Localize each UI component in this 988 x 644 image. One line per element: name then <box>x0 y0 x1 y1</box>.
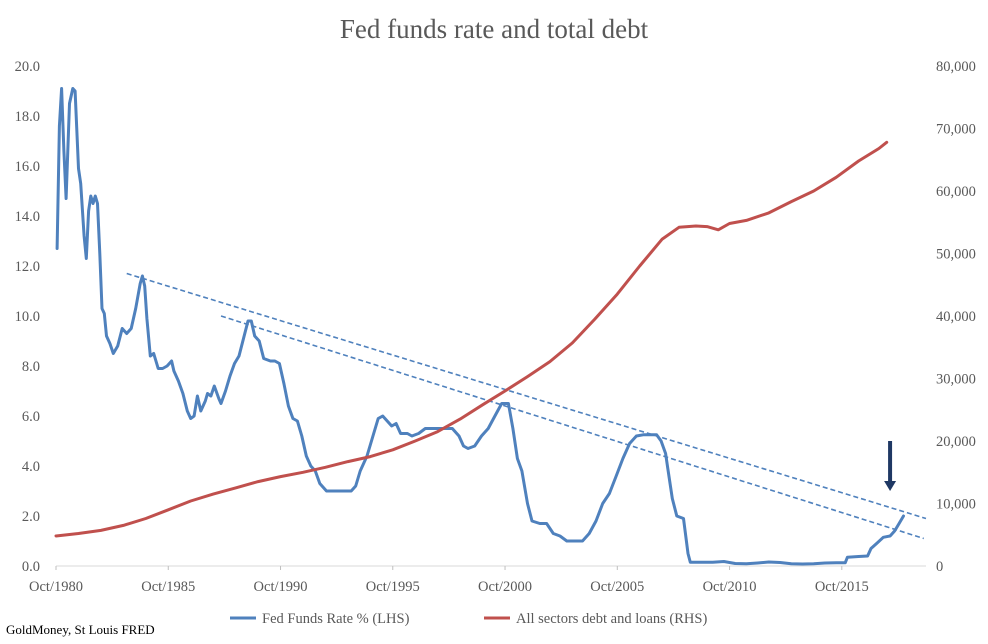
axes: 0.0 2.0 4.0 6.0 8.0 10.0 12.0 14.0 16.0 18.0 20.0 0… <box>15 59 976 595</box>
y-right-tick-label: 40,000 <box>936 309 976 325</box>
trendlines <box>126 272 927 540</box>
trendline-1 <box>126 272 927 520</box>
y-left-tick-label: 6.0 <box>22 409 40 425</box>
y-left-tick-label: 18.0 <box>15 109 40 125</box>
annotation <box>884 441 897 491</box>
y-right-tick-label: 20,000 <box>936 434 976 450</box>
y-left-tick-label: 10.0 <box>15 309 40 325</box>
source-label: GoldMoney, St Louis FRED <box>6 622 155 637</box>
x-tick-label: Oct/2010 <box>703 579 757 595</box>
x-tick-label: Oct/1980 <box>29 579 83 595</box>
x-tick-label: Oct/1985 <box>141 579 195 595</box>
y-right-tick-label: 10,000 <box>936 497 976 513</box>
y-left-tick-label: 8.0 <box>22 359 40 375</box>
x-tick-label: Oct/2000 <box>478 579 532 595</box>
y-right-tick-label: 0 <box>936 559 943 575</box>
y-left-tick-label: 14.0 <box>15 209 40 225</box>
fed-funds-series-line <box>55 87 905 566</box>
down-arrow-icon-head <box>884 481 897 491</box>
y-right-tick-label: 50,000 <box>936 247 976 263</box>
y-left-tick-label: 2.0 <box>22 509 40 525</box>
x-tick-label: Oct/1995 <box>366 579 420 595</box>
y-left-tick-label: 4.0 <box>22 459 40 475</box>
y-right-tick-label: 30,000 <box>936 372 976 388</box>
x-tick-label: Oct/1990 <box>254 579 308 595</box>
series-lines <box>54 87 905 566</box>
y-left-tick-label: 12.0 <box>15 259 40 275</box>
y-right-tick-label: 70,000 <box>936 122 976 138</box>
y-right-tick-label: 80,000 <box>936 59 976 75</box>
x-tick-label: Oct/2005 <box>590 579 644 595</box>
y-left-tick-label: 0.0 <box>22 559 40 575</box>
debt-series-line <box>54 140 889 538</box>
y-left-tick-label: 16.0 <box>15 159 40 175</box>
y-left-tick-label: 20.0 <box>15 59 40 75</box>
legend-label: Fed Funds Rate % (LHS) <box>262 611 410 627</box>
chart-title: Fed funds rate and total debt <box>340 14 649 44</box>
legend: Fed Funds Rate % (LHS) All sectors debt a… <box>230 611 707 627</box>
legend-label: All sectors debt and loans (RHS) <box>516 611 707 627</box>
trendline-2 <box>220 315 924 540</box>
x-tick-label: Oct/2015 <box>815 579 869 595</box>
y-right-tick-label: 60,000 <box>936 184 976 200</box>
